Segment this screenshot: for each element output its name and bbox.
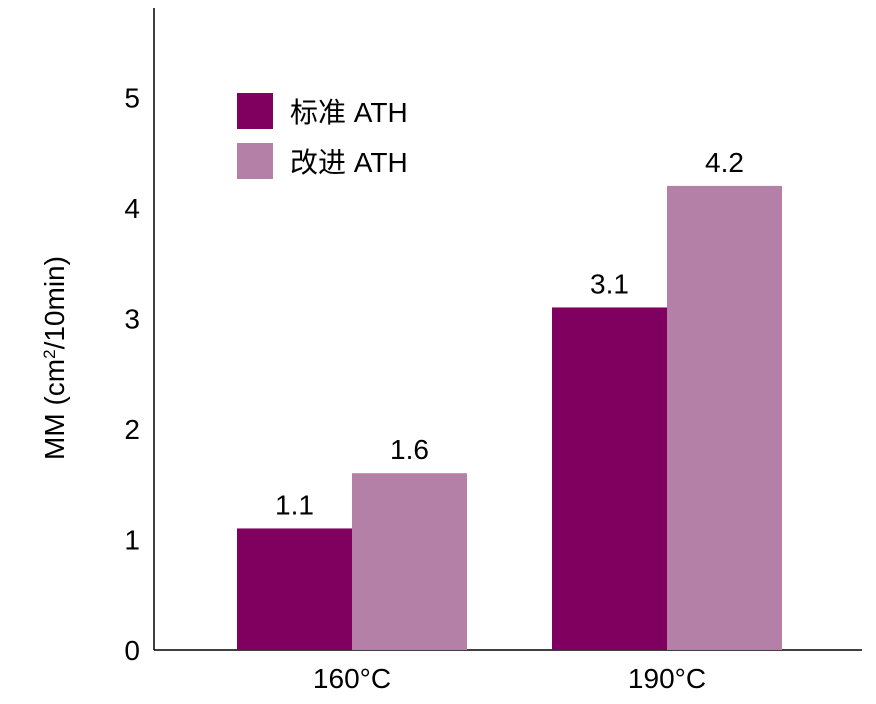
data-label: 1.1 <box>275 489 314 520</box>
data-labels: 1.1 1.6 3.1 4.2 <box>275 147 744 521</box>
y-tick-labels: 0 1 2 3 4 5 <box>124 83 140 667</box>
y-tick-label: 2 <box>124 414 140 445</box>
y-axis-title-main: MM (cm <box>39 359 70 460</box>
data-label: 1.6 <box>390 434 429 465</box>
y-tick-label: 3 <box>124 304 140 335</box>
y-axis-title-tail: /10min) <box>39 256 70 349</box>
bar <box>552 307 667 650</box>
bar <box>352 473 467 650</box>
legend: 标准 ATH 改进 ATH <box>237 93 408 179</box>
data-label: 4.2 <box>705 147 744 178</box>
legend-swatch <box>237 93 273 129</box>
data-label: 3.1 <box>590 268 629 299</box>
x-tick-label: 160°C <box>313 663 391 694</box>
y-tick-label: 1 <box>124 525 140 556</box>
bars <box>237 185 782 650</box>
y-axis-title: MM (cm2/10min) <box>39 256 70 460</box>
legend-swatch <box>237 143 273 179</box>
x-tick-labels: 160°C 190°C <box>313 663 706 694</box>
legend-label: 改进 ATH <box>290 147 408 178</box>
y-tick-label: 5 <box>124 83 140 114</box>
bar <box>667 185 782 650</box>
legend-label: 标准 ATH <box>290 97 408 128</box>
y-tick-label: 0 <box>124 635 140 666</box>
bar <box>237 528 352 650</box>
x-tick-label: 190°C <box>628 663 706 694</box>
y-axis-title-superscript: 2 <box>40 349 59 358</box>
y-tick-label: 4 <box>124 193 140 224</box>
